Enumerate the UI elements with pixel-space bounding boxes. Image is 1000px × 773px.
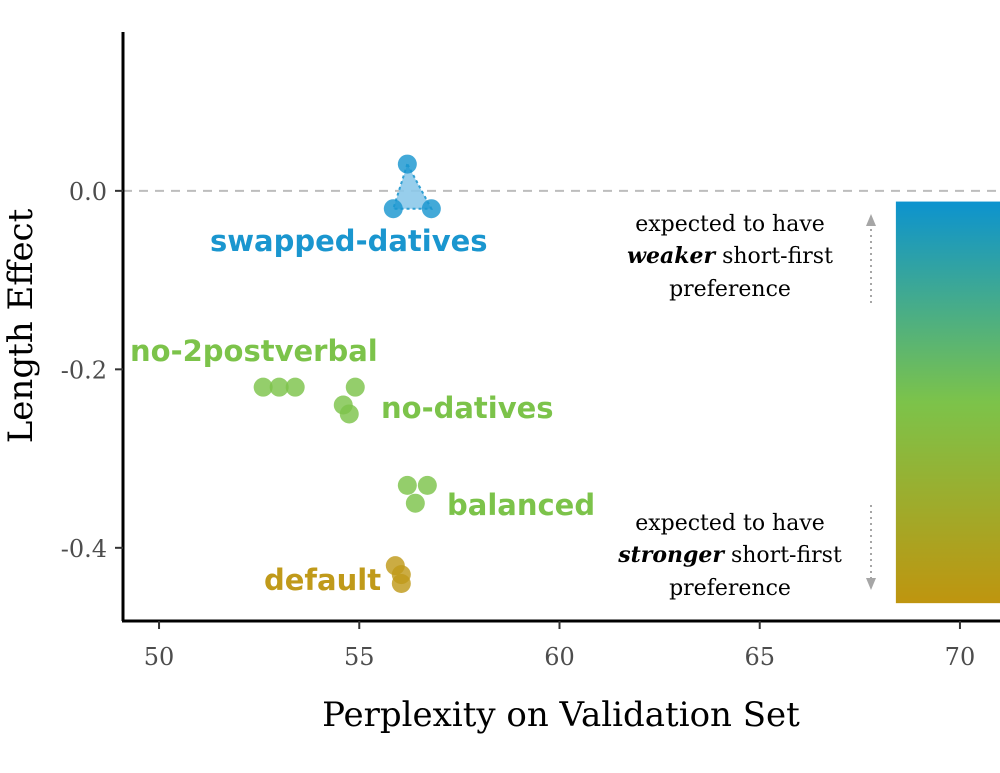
x-tick-label: 65 xyxy=(744,643,775,671)
x-axis-title: Perplexity on Validation Set xyxy=(322,695,800,735)
point-no-datives-3 xyxy=(339,404,359,424)
bottom-note-line-1: expected to have xyxy=(635,511,825,536)
label-no-2postverbal: no-2postverbal xyxy=(130,334,378,368)
down-arrow xyxy=(866,505,876,590)
swapped-datives-triangle xyxy=(391,161,434,210)
point-no-datives-1 xyxy=(345,377,365,397)
label-balanced: balanced xyxy=(447,488,595,522)
data-points xyxy=(253,154,441,594)
bottom-note-line-3: preference xyxy=(669,576,791,601)
point-no-2postverbal-1 xyxy=(253,377,273,397)
y-tick-label: 0.0 xyxy=(69,178,107,206)
point-swapped-datives-2 xyxy=(383,199,403,219)
x-tick-label: 50 xyxy=(144,643,175,671)
top-note-line-3: preference xyxy=(669,277,791,302)
x-tick-label: 60 xyxy=(544,643,575,671)
point-balanced-2 xyxy=(417,475,437,495)
x-tick-label: 55 xyxy=(344,643,375,671)
label-swapped-datives: swapped-datives xyxy=(210,224,488,258)
point-swapped-datives-1 xyxy=(397,154,417,174)
y-tick-label: -0.4 xyxy=(61,535,107,563)
bottom-note-line-2: stronger short-first xyxy=(617,542,842,568)
bottom-note-emphasis: stronger xyxy=(617,542,725,568)
top-note-line-1: expected to have xyxy=(635,212,825,237)
y-axis-ticks: 0.0 -0.2 -0.4 xyxy=(61,178,123,563)
point-balanced-3 xyxy=(405,493,425,513)
x-axis-ticks: 50 55 60 65 70 xyxy=(144,621,975,671)
label-no-datives: no-datives xyxy=(381,391,554,425)
top-note-rest: short-first xyxy=(715,244,833,269)
y-axis-title: Length Effect xyxy=(1,208,41,443)
y-tick-label: -0.2 xyxy=(61,356,107,384)
point-swapped-datives-3 xyxy=(421,199,441,219)
point-no-2postverbal-2 xyxy=(269,377,289,397)
gradient-preference-bar xyxy=(895,201,1000,604)
top-note-emphasis: weaker xyxy=(627,243,716,269)
point-balanced-1 xyxy=(397,475,417,495)
bottom-note-rest: short-first xyxy=(724,543,842,568)
label-default: default xyxy=(264,563,381,597)
point-default-3 xyxy=(391,574,411,594)
up-arrow xyxy=(866,214,876,303)
point-no-2postverbal-3 xyxy=(285,377,305,397)
top-note-line-2: weaker short-first xyxy=(627,243,833,269)
x-tick-label: 70 xyxy=(945,643,976,671)
